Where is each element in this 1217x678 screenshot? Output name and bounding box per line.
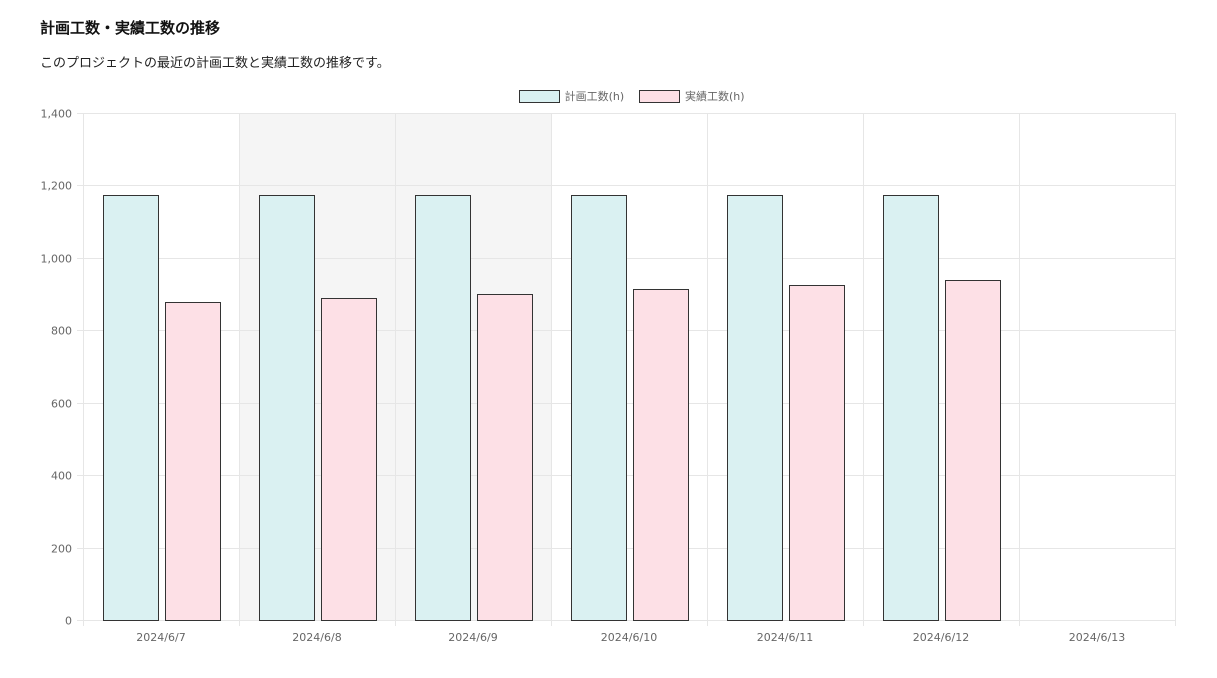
- bar-planned[interactable]: [415, 195, 471, 621]
- legend-swatch-actual[interactable]: [639, 90, 680, 103]
- y-tick-label: 800: [51, 325, 72, 338]
- page-title: 計画工数・実績工数の推移: [40, 19, 221, 37]
- bar-chart: 0 200 400 600 800 1,000 1,200 1,400 2024/6/7 2024…: [41, 89, 1176, 644]
- bar-planned[interactable]: [259, 195, 315, 621]
- page-description: このプロジェクトの最近の計画工数と実績工数の推移です。: [40, 56, 390, 71]
- x-tick-label: 2024/6/9: [448, 631, 497, 644]
- legend-label-actual[interactable]: 実績工数(h): [685, 89, 745, 103]
- y-tick-label: 1,000: [41, 253, 73, 266]
- x-tick-label: 2024/6/10: [601, 631, 657, 644]
- x-tick-label: 2024/6/12: [913, 631, 969, 644]
- bar-actual[interactable]: [321, 298, 377, 621]
- bar-planned[interactable]: [727, 195, 783, 621]
- bar-planned[interactable]: [883, 195, 939, 621]
- x-tick-label: 2024/6/11: [757, 631, 813, 644]
- y-tick-label: 1,200: [41, 180, 73, 193]
- y-tick-label: 1,400: [41, 108, 73, 121]
- bar-actual[interactable]: [945, 280, 1001, 621]
- bar-actual[interactable]: [477, 294, 533, 621]
- x-tick-label: 2024/6/8: [292, 631, 341, 644]
- legend-swatch-planned[interactable]: [519, 90, 560, 103]
- y-tick-label: 400: [51, 470, 72, 483]
- y-tick-label: 200: [51, 543, 72, 556]
- bar-actual[interactable]: [633, 289, 689, 621]
- x-tick-label: 2024/6/7: [136, 631, 185, 644]
- y-tick-label: 600: [51, 398, 72, 411]
- legend-label-planned[interactable]: 計画工数(h): [565, 89, 625, 103]
- bar-actual[interactable]: [789, 285, 845, 621]
- chart-container: 0 200 400 600 800 1,000 1,200 1,400 2024/6/7 2024…: [0, 80, 1217, 674]
- bar-planned[interactable]: [571, 195, 627, 621]
- y-tick-label: 0: [65, 615, 72, 628]
- bar-planned[interactable]: [103, 195, 159, 621]
- bar-actual[interactable]: [165, 302, 221, 621]
- x-tick-label: 2024/6/13: [1069, 631, 1125, 644]
